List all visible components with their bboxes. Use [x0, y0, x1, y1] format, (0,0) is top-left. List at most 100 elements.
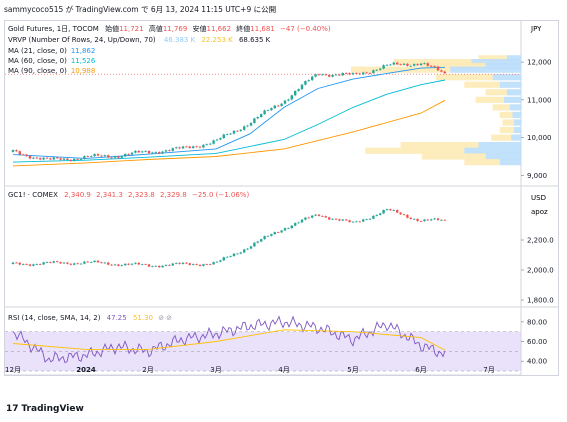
- main-candle-41: [151, 152, 154, 154]
- gc-candle-123: [430, 219, 433, 221]
- main-candle-9: [42, 157, 45, 160]
- vp-row-up-15: [485, 153, 521, 160]
- main-candle-5: [28, 155, 32, 159]
- gc-candle-97: [341, 219, 344, 221]
- rsi-axis-label-1: 60.00: [527, 338, 547, 346]
- gc-candle-46: [168, 264, 171, 266]
- gc-legend[interactable]: GC1! · COMEX 2,340.9 2,341.3 2,323.8 2,3…: [8, 191, 249, 199]
- gc-axis-label-1: 2,000.0: [527, 267, 554, 275]
- main-candle-118: [413, 64, 416, 66]
- main-candle-105: [368, 73, 372, 74]
- gc-candle-98: [345, 219, 348, 221]
- ma60-legend[interactable]: MA (60, close, 0) 11,526: [8, 57, 96, 65]
- main-axis-label-0: 12,000: [527, 59, 552, 67]
- rsi-legend[interactable]: RSI (14, close, SMA, 14, 2) 47.25 51.30 …: [8, 314, 172, 322]
- main-candle-75: [266, 110, 270, 111]
- vp-row-up-11: [513, 126, 521, 134]
- gc-candle-116: [406, 214, 409, 218]
- vp-row-down-8: [492, 104, 510, 111]
- main-candle-32: [120, 156, 123, 158]
- main-candle-86: [304, 81, 307, 85]
- gc-candle-106: [372, 215, 375, 219]
- main-candle-45: [164, 150, 168, 152]
- main-candle-33: [124, 153, 127, 157]
- main-candle-112: [392, 62, 395, 65]
- main-candle-44: [161, 151, 164, 154]
- main-candle-6: [32, 157, 35, 159]
- main-candle-89: [314, 74, 317, 77]
- main-candle-37: [137, 150, 140, 153]
- main-candle-73: [260, 114, 263, 118]
- gc-candle-99: [348, 220, 351, 223]
- gc-candle-31: [117, 264, 120, 266]
- vp-row-up-7: [504, 96, 521, 103]
- snapshot-line: sammycoco515 が TradingView.com で 6月 13, …: [4, 5, 277, 14]
- main-candle-88: [311, 76, 314, 81]
- main-candle-4: [25, 154, 28, 156]
- ma21-legend[interactable]: MA (21, close, 0) 11,862: [8, 47, 95, 55]
- main-candle-71: [253, 118, 256, 123]
- main-candle-108: [379, 68, 382, 70]
- gc-candle-14: [59, 262, 62, 264]
- gc-candle-18: [73, 263, 76, 265]
- gc-candle-90: [317, 214, 321, 216]
- gc-candle-121: [423, 219, 426, 222]
- ma-line-1: [12, 79, 446, 163]
- gc-candle-125: [436, 218, 440, 221]
- gc-candle-127: [443, 219, 446, 221]
- gc-candle-96: [338, 219, 341, 221]
- gc-candle-56: [202, 264, 205, 266]
- gc-candle-50: [181, 262, 185, 264]
- settings-icon[interactable]: ⊘: [166, 314, 172, 322]
- vp-row-up-2: [485, 62, 521, 69]
- main-candle-30: [113, 156, 117, 158]
- main-candle-39: [144, 150, 147, 152]
- main-candle-83: [294, 91, 297, 96]
- gc-candle-23: [90, 262, 93, 263]
- usd-label: USD: [531, 194, 546, 202]
- gc-candle-87: [307, 217, 310, 219]
- gc-candle-88: [311, 215, 314, 218]
- vp-row-up-10: [513, 119, 521, 126]
- main-candle-7: [35, 157, 38, 159]
- vp-row-up-13: [478, 142, 521, 149]
- main-candle-77: [273, 105, 276, 109]
- main-candle-59: [212, 140, 215, 144]
- main-candle-14: [59, 158, 62, 160]
- vp-row-up-1: [471, 58, 521, 66]
- vp-row-down-0: [478, 55, 507, 62]
- main-candle-116: [406, 63, 409, 66]
- time-label-2: 2月: [142, 366, 153, 374]
- gc-candle-70: [249, 246, 253, 249]
- main-candle-54: [195, 146, 198, 148]
- main-candle-79: [280, 103, 283, 106]
- gc-candle-77: [273, 232, 276, 235]
- main-candle-119: [416, 64, 419, 66]
- main-candle-3: [22, 154, 25, 156]
- main-candle-46: [168, 150, 171, 152]
- main-pane: [5, 61, 521, 167]
- vp-row-down-10: [502, 119, 514, 126]
- time-axis: 12月 2024 2月 3月 4月 5月 6月 7月: [5, 366, 495, 374]
- main-candle-85: [300, 84, 304, 90]
- chart-svg[interactable]: 12,000 11,000 10,000 9,000 2,200.0 2,000.0 1,8…: [5, 21, 558, 376]
- main-candle-52: [188, 146, 191, 149]
- main-candle-104: [365, 72, 368, 74]
- eye-icon[interactable]: ⊘: [158, 314, 164, 322]
- gc-candle-1: [15, 262, 18, 264]
- vp-row-up-4: [492, 74, 521, 81]
- gc-candle-65: [232, 253, 236, 257]
- main-axis-label-1: 11,000: [527, 96, 552, 104]
- main-candle-35: [130, 152, 134, 155]
- gc-candle-55: [198, 264, 202, 266]
- time-label-6: 6月: [415, 366, 426, 374]
- main-candle-107: [375, 69, 378, 71]
- main-candle-78: [277, 105, 280, 107]
- main-candle-29: [110, 157, 113, 159]
- vrvp-legend[interactable]: VRVP (Number Of Rows, 24, Up/Down, 70) 4…: [8, 36, 271, 44]
- vp-row-down-5: [464, 81, 500, 88]
- gc-candle-91: [321, 215, 324, 217]
- gc-candle-51: [185, 262, 188, 264]
- main-candle-23: [90, 156, 93, 157]
- ma90-legend[interactable]: MA (90, close, 0) 10,988: [8, 67, 95, 75]
